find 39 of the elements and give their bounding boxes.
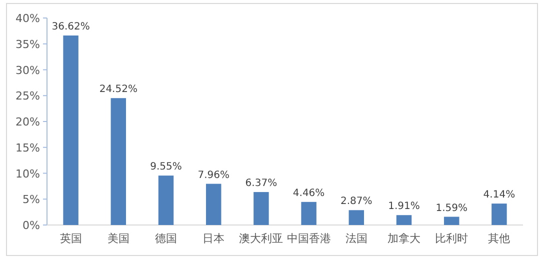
bar	[63, 35, 78, 225]
x-tick-label: 澳大利亚	[239, 232, 284, 245]
y-tick-label: 30%	[16, 64, 40, 77]
x-tick-label: 其他	[488, 232, 510, 245]
bar	[444, 216, 460, 225]
data-label: 7.96%	[198, 170, 230, 181]
data-label: 9.55%	[150, 162, 182, 173]
y-tick-label: 35%	[16, 38, 40, 51]
bar	[492, 204, 507, 225]
bar	[301, 202, 316, 225]
y-tick-label: 25%	[16, 90, 40, 103]
bar	[396, 215, 412, 225]
data-label: 6.37%	[245, 178, 278, 190]
data-label: 1.59%	[436, 202, 468, 214]
data-label: 1.91%	[388, 201, 420, 212]
y-tick-label: 10%	[16, 167, 40, 180]
bar	[206, 184, 222, 225]
y-tick-label: 15%	[16, 141, 40, 154]
x-tick-label: 比利时	[435, 232, 468, 245]
data-label: 4.46%	[292, 188, 325, 199]
y-tick-label: 0%	[22, 219, 40, 232]
data-label: 2.87%	[340, 196, 372, 208]
data-label: 24.52%	[99, 84, 138, 96]
y-tick-label: 20%	[16, 116, 40, 128]
x-tick-label: 中国香港	[286, 232, 331, 245]
data-label: 4.14%	[483, 190, 516, 201]
y-tick-label: 5%	[22, 193, 40, 206]
x-tick-label: 法国	[345, 232, 368, 245]
data-label: 36.62%	[52, 21, 90, 32]
x-tick-label: 德国	[155, 232, 177, 245]
bar	[254, 192, 269, 225]
y-tick-label: 40%	[16, 12, 40, 25]
bar	[158, 176, 174, 225]
bar	[348, 210, 364, 225]
x-tick-label: 日本	[202, 232, 225, 245]
x-tick-label: 英国	[60, 232, 82, 245]
x-tick-label: 加拿大	[388, 232, 420, 245]
x-tick-label: 美国	[107, 232, 130, 245]
bar	[110, 98, 126, 225]
